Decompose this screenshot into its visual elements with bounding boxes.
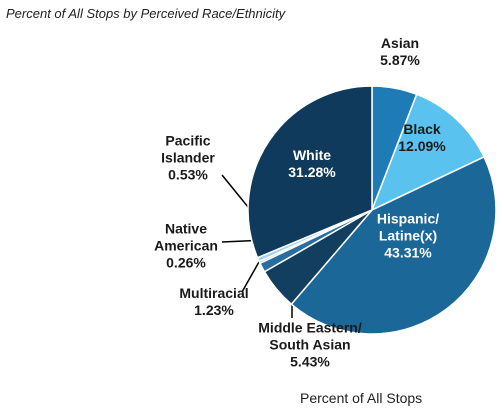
slice-label: Pacific Islander 0.53%: [161, 133, 215, 184]
value-label: 5.87%: [380, 52, 420, 68]
value-label: 43.31%: [384, 244, 432, 261]
slice-label: Black 12.09%: [398, 121, 445, 155]
category-label: Multiracial: [179, 285, 249, 301]
slice-label: Middle Eastern/ South Asian 5.43%: [258, 320, 361, 371]
caption: Percent of All Stops: [300, 390, 423, 406]
value-label: 31.28%: [288, 164, 336, 180]
category-label: Hispanic/ Latine(x): [376, 210, 440, 244]
value-label: 0.53%: [168, 166, 208, 183]
category-label: Middle Eastern/ South Asian: [258, 319, 362, 353]
category-label: Pacific Islander: [161, 132, 215, 166]
value-label: 0.26%: [166, 254, 206, 271]
slice-label: Native American 0.26%: [154, 221, 218, 272]
value-label: 12.09%: [398, 138, 446, 154]
pie-slice: [290, 155, 497, 335]
chart-title: Percent of All Stops by Perceived Race/E…: [6, 6, 286, 21]
category-label: Black: [403, 121, 441, 137]
slice-label: Hispanic/ Latine(x) 43.31%: [377, 211, 439, 262]
category-label: Asian: [380, 35, 420, 51]
slice-label: Asian 5.87%: [380, 35, 420, 69]
value-label: 5.43%: [290, 353, 330, 370]
pie-slice: [247, 85, 373, 259]
slice-label: Multiracial 1.23%: [179, 285, 248, 319]
pie-slice: [370, 93, 486, 212]
value-label: 1.23%: [194, 302, 234, 318]
category-label: Native American: [154, 220, 218, 254]
slice-label: White 31.28%: [288, 147, 335, 181]
category-label: White: [292, 147, 332, 163]
